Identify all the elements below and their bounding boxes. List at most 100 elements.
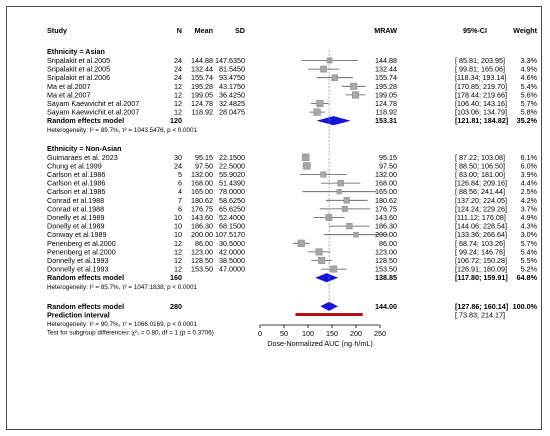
study-mean: 124.78 [191, 99, 213, 108]
study-mean: 199.05 [191, 90, 213, 99]
x-axis-tick-label: 50 [280, 329, 288, 338]
study-mraw: 195.28 [375, 82, 397, 91]
study-sd: 78.0000 [219, 187, 245, 196]
study-n: 12 [174, 247, 182, 256]
x-axis-tick-label: 150 [326, 329, 338, 338]
study-n: 12 [174, 256, 182, 265]
study-square [343, 197, 350, 204]
study-square [341, 205, 348, 212]
study-weight: 6.0% [521, 161, 538, 170]
pooled-label: Random effects model [47, 116, 124, 125]
study-sd: 65.6250 [219, 204, 245, 213]
study-sd: 22.1500 [219, 153, 245, 162]
study-square [303, 162, 311, 170]
x-axis-tick-label: 100 [302, 329, 314, 338]
pooled-n: 160 [170, 273, 182, 282]
study-name: Donnelly et al.1993 [47, 256, 109, 265]
subgroup-test: Test for subgroup differences: χ²₁ = 0.8… [47, 330, 214, 337]
study-n: 10 [174, 222, 182, 231]
study-sd: 51.4390 [219, 179, 245, 188]
study-weight: 3.9% [521, 170, 538, 179]
study-weight: 4.9% [521, 213, 538, 222]
study-ci: [178.44; 219.66] [455, 90, 507, 99]
study-ci: [137.20; 224.05] [455, 196, 507, 205]
study-mraw: 186.30 [375, 222, 397, 231]
study-sd: 38.5000 [219, 256, 245, 265]
study-n: 6 [178, 204, 182, 213]
x-axis-tick-label: 200 [350, 329, 362, 338]
study-name: Carlson et al.1986 [47, 187, 105, 196]
prediction-label: Prediction interval [47, 310, 110, 319]
study-n: 4 [178, 187, 182, 196]
study-mean: 180.62 [191, 196, 213, 205]
study-mean: 95.15 [195, 153, 213, 162]
study-mraw: 165.00 [375, 187, 397, 196]
study-name: Sripalakit et al.2005 [47, 56, 110, 65]
study-ci: [ 88.56; 241.44] [455, 187, 505, 196]
study-n: 24 [174, 65, 182, 74]
study-n: 5 [178, 170, 182, 179]
study-sd: 93.4750 [219, 73, 245, 82]
pooled-ci: [117.80; 159.91] [455, 273, 508, 282]
study-mraw: 132.44 [375, 65, 397, 74]
heterogeneity-text: Heterogeneity: I² = 89.7%, τ² = 1043.547… [47, 127, 198, 134]
study-n: 12 [174, 265, 182, 274]
study-mean: 86.00 [195, 239, 213, 248]
study-square [350, 82, 358, 90]
study-mraw: 86.00 [379, 239, 397, 248]
study-sd: 36.4250 [219, 90, 245, 99]
study-mean: 132.44 [191, 65, 213, 74]
study-weight: 6.1% [521, 153, 538, 162]
study-square [315, 248, 323, 256]
study-mean: 155.74 [191, 73, 213, 82]
study-n: 24 [174, 56, 182, 65]
study-mraw: 118.92 [376, 108, 397, 117]
study-ci: [ 99.24; 146.76] [455, 247, 505, 256]
study-n: 10 [174, 230, 182, 239]
study-weight: 4.9% [521, 65, 538, 74]
pooled-mraw: 153.31 [375, 116, 397, 125]
study-ci: [ 68.74; 103.26] [455, 239, 505, 248]
overall-weight: 100.0% [513, 302, 538, 311]
study-weight: 4.3% [521, 222, 538, 231]
study-ci: [133.36; 266.64] [455, 230, 507, 239]
study-sd: 32.4825 [219, 99, 245, 108]
pooled-weight: 64.8% [517, 273, 538, 282]
pooled-label: Random effects model [47, 273, 124, 282]
study-mraw: 168.00 [375, 179, 397, 188]
study-square [331, 74, 339, 81]
pooled-n: 120 [170, 116, 182, 125]
study-mean: 132.00 [191, 170, 213, 179]
study-mraw: 153.50 [375, 265, 397, 274]
header-n: N [177, 26, 182, 35]
overall-ci: [127.86; 160.14] [455, 302, 508, 311]
study-ci: [103.06; 134.79] [455, 108, 507, 117]
header-mraw: MRAW [374, 26, 397, 35]
study-square [326, 57, 333, 64]
study-sd: 43.1750 [219, 82, 245, 91]
study-name: Ma et al.2007 [47, 90, 91, 99]
pooled-diamond [316, 116, 351, 126]
study-ci: [106.40; 143.16] [455, 99, 507, 108]
study-name: Conrad et al.1988 [47, 204, 104, 213]
study-mraw: 124.78 [375, 99, 397, 108]
study-mean: 168.00 [191, 179, 213, 188]
study-ci: [111.12; 176.08] [455, 213, 506, 222]
study-ci: [144.06; 228.54] [455, 222, 507, 231]
study-name: Sripalakit et al.2006 [47, 73, 110, 82]
study-mraw: 123.00 [375, 247, 397, 256]
study-mean: 195.28 [191, 82, 213, 91]
study-n: 12 [174, 108, 182, 117]
study-n: 12 [174, 99, 182, 108]
study-ci: [106.72; 150.28] [455, 256, 507, 265]
study-mean: 123.00 [191, 247, 213, 256]
study-n: 7 [178, 196, 182, 205]
study-n: 24 [174, 161, 182, 170]
subgroup-title: Ethnicity = Non-Asian [47, 144, 121, 153]
study-weight: 5.7% [521, 99, 538, 108]
study-square [336, 189, 342, 195]
study-mraw: 176.75 [375, 204, 397, 213]
study-sd: 68.1500 [219, 222, 245, 231]
overall-heterogeneity: Heterogeneity: I² = 90.7%, τ² = 1066.016… [47, 321, 198, 328]
study-weight: 5.7% [521, 239, 538, 248]
